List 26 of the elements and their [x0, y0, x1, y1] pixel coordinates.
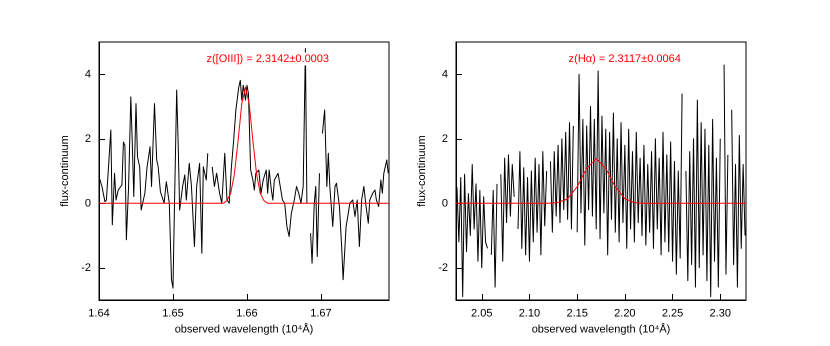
x-tick-label: 1.67 — [310, 308, 332, 320]
y-tick-label: 4 — [84, 68, 91, 80]
x-axis-title: observed wavelength (10⁴Å) — [174, 322, 314, 336]
y-tick-label: 0 — [84, 197, 91, 210]
x-tick-label: 2.15 — [566, 308, 588, 320]
y-tick-label: -2 — [81, 262, 91, 274]
annotation: z(Hα) = 2.3117±0.0064 — [568, 53, 681, 65]
x-tick-label: 2.05 — [471, 308, 492, 320]
line-series — [456, 158, 746, 204]
y-axis-title: flux-continuum — [416, 135, 428, 207]
x-tick-label: 2.20 — [614, 308, 636, 320]
y-tick-label: 2 — [84, 132, 91, 145]
line-series — [98, 86, 390, 204]
y-axis-title: flux-continuum — [58, 135, 71, 207]
x-axis-title: observed wavelength (10⁴Å) — [532, 322, 670, 336]
annotation: z([OIII]) = 2.3142±0.0003 — [206, 53, 330, 65]
y-tick-label: 0 — [442, 197, 448, 210]
y-tick-label: -2 — [438, 262, 448, 274]
x-tick-label: 1.64 — [88, 308, 110, 320]
x-tick-label: 2.25 — [662, 308, 684, 320]
x-tick-label: 1.65 — [162, 308, 184, 320]
x-tick-label: 2.30 — [710, 308, 731, 320]
y-tick-label: 4 — [442, 68, 448, 80]
x-tick-label: 1.66 — [236, 308, 258, 320]
y-tick-label: 2 — [442, 132, 448, 145]
x-tick-label: 2.10 — [518, 308, 540, 320]
